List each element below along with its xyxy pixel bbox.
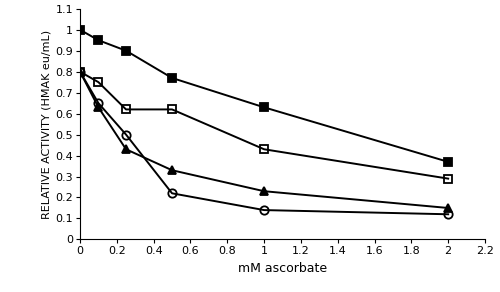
X-axis label: mM ascorbate: mM ascorbate xyxy=(238,262,327,275)
Y-axis label: RELATIVE ACTIVITY (HMAK eu/mL): RELATIVE ACTIVITY (HMAK eu/mL) xyxy=(41,29,51,219)
